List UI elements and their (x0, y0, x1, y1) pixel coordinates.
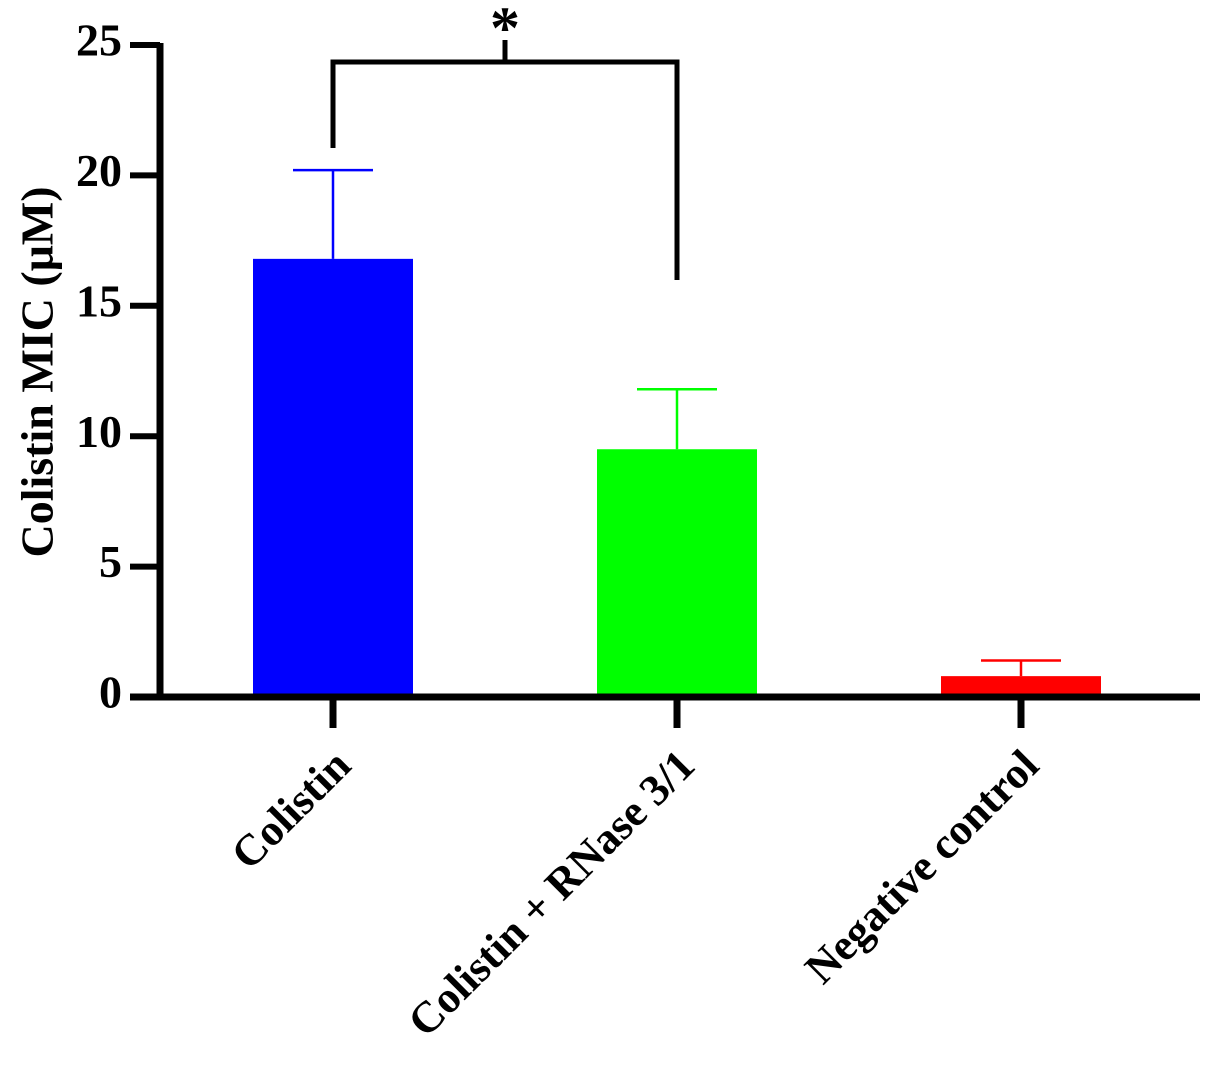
y-tick-label: 5 (99, 536, 122, 587)
y-tick-label: 20 (76, 145, 122, 196)
bar (941, 676, 1101, 697)
y-tick-label: 15 (76, 275, 122, 326)
x-tick-label: Colistin (222, 740, 360, 878)
y-tick-label: 25 (76, 15, 122, 66)
x-tick-label: Negative control (795, 740, 1048, 993)
y-axis-label: Colistin MIC (μM) (12, 186, 63, 557)
y-tick-label: 10 (76, 406, 122, 457)
significance-bracket (330, 59, 680, 280)
y-tick-label: 0 (99, 667, 122, 718)
significance-label: * (490, 0, 520, 61)
bar (597, 449, 757, 697)
x-tick-label: Colistin + RNase 3/1 (398, 740, 704, 1046)
bar (253, 258, 413, 697)
